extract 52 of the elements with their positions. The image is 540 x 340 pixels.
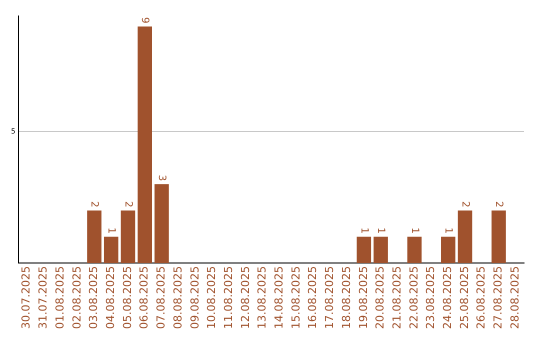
- bar: [104, 236, 118, 264]
- x-tick-label: 09.08.2025: [188, 266, 202, 330]
- x-tick-label: 15.08.2025: [289, 266, 302, 330]
- bar: [138, 26, 152, 264]
- x-tick-label: 01.08.2025: [53, 266, 66, 330]
- x-tick-label: 10.08.2025: [205, 266, 218, 330]
- bar: [120, 210, 136, 264]
- bar: [356, 236, 372, 264]
- data-label: 1: [358, 227, 370, 234]
- data-label: 1: [442, 227, 454, 234]
- data-label: 1: [375, 227, 386, 234]
- x-tick-label: 11.08.2025: [222, 266, 235, 330]
- data-label: 2: [122, 201, 134, 208]
- data-label: 2: [88, 201, 100, 208]
- x-tick-label: 07.08.2025: [154, 266, 168, 330]
- x-tick-label: 05.08.2025: [120, 266, 134, 330]
- bar: [87, 210, 102, 264]
- x-tick-label: 06.08.2025: [138, 266, 151, 330]
- x-tick-label: 13.08.2025: [256, 266, 269, 330]
- x-tick-label: 30.07.2025: [20, 266, 33, 330]
- bar: [154, 184, 169, 264]
- x-tick-label: 21.08.2025: [390, 266, 404, 330]
- x-tick-label: 08.08.2025: [171, 266, 184, 330]
- bar: [492, 210, 506, 264]
- bar: [441, 236, 456, 264]
- x-tick-label: 31.07.2025: [36, 266, 50, 330]
- x-tick-label: 25.08.2025: [458, 266, 471, 330]
- x-tick-label: 26.08.2025: [474, 266, 488, 330]
- data-label: 9: [139, 17, 150, 24]
- x-tick-label: 04.08.2025: [104, 266, 117, 330]
- x-tick-label: 27.08.2025: [492, 266, 505, 330]
- x-tick-label: 22.08.2025: [407, 266, 420, 330]
- x-tick-label: 19.08.2025: [356, 266, 370, 330]
- x-tick-label: 18.08.2025: [340, 266, 353, 330]
- x-tick-label: 16.08.2025: [306, 266, 320, 330]
- bar: [374, 236, 388, 264]
- bar: [407, 236, 422, 264]
- x-tick-label: 23.08.2025: [424, 266, 438, 330]
- x-tick-label: 24.08.2025: [441, 266, 454, 330]
- x-tick-label: 20.08.2025: [374, 266, 387, 330]
- data-label: 2: [493, 201, 504, 208]
- x-tick-label: 12.08.2025: [238, 266, 252, 330]
- data-label: 1: [408, 227, 420, 234]
- x-tick-label: 14.08.2025: [272, 266, 286, 330]
- bar: [458, 210, 472, 264]
- data-label: 1: [106, 227, 117, 234]
- data-label: 3: [156, 174, 168, 182]
- x-tick-label: 02.08.2025: [70, 266, 84, 330]
- data-label: 2: [459, 201, 470, 208]
- x-tick-label: 28.08.2025: [508, 266, 522, 330]
- x-tick-label: 17.08.2025: [323, 266, 336, 330]
- x-tick-label: 03.08.2025: [87, 266, 100, 330]
